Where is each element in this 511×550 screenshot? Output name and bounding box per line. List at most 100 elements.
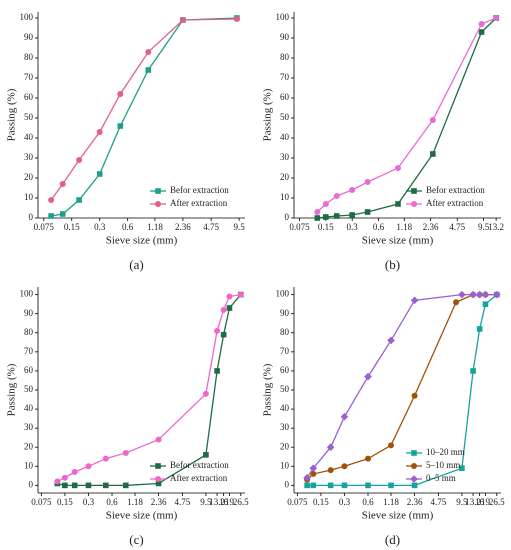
- marker: [411, 392, 418, 399]
- y-tick-label: 60: [280, 365, 290, 375]
- x-tick-label: 0.075: [289, 222, 310, 232]
- marker: [303, 473, 311, 482]
- series-line: [57, 294, 242, 487]
- y-tick-label: 50: [24, 384, 34, 394]
- y-tick-label: 30: [280, 152, 290, 162]
- y-tick-label: 80: [24, 327, 34, 337]
- marker: [349, 212, 355, 218]
- y-tick-label: 40: [24, 132, 34, 142]
- legend-label: 0–5 mm: [426, 473, 456, 483]
- marker: [122, 449, 129, 456]
- y-axis-label: Passing (%): [262, 363, 274, 416]
- x-axis-label: Sieve size (mm): [106, 235, 178, 247]
- y-tick-label: 70: [24, 346, 34, 356]
- y-tick-label: 90: [24, 308, 34, 318]
- y-tick-label: 0: [29, 479, 34, 489]
- x-tick-label: 19: [481, 497, 491, 507]
- x-tick-label: 4.75: [430, 497, 446, 507]
- y-tick-label: 30: [24, 422, 34, 432]
- y-tick-label: 60: [280, 92, 290, 102]
- series-line: [316, 17, 497, 213]
- marker: [145, 67, 152, 73]
- legend-marker: [155, 188, 161, 194]
- y-tick-label: 100: [20, 12, 34, 22]
- y-tick-label: 20: [24, 441, 34, 451]
- x-tick-label: 4.75: [449, 222, 465, 232]
- y-tick-label: 10: [280, 192, 290, 202]
- y-axis-label: Passing (%): [6, 363, 18, 416]
- y-tick-label: 40: [280, 403, 290, 413]
- x-tick-label: 1.18: [127, 497, 143, 507]
- legend-label: After extraction: [170, 198, 228, 208]
- y-tick-label: 20: [280, 441, 290, 451]
- marker: [310, 470, 317, 477]
- marker: [237, 291, 244, 298]
- marker: [96, 129, 103, 135]
- x-tick-label: 9.5: [233, 222, 245, 232]
- marker: [478, 29, 485, 35]
- series-line: [307, 294, 498, 487]
- marker: [220, 306, 227, 313]
- y-tick-label: 0: [285, 212, 290, 222]
- legend-marker: [411, 188, 417, 194]
- y-tick-label: 80: [280, 327, 290, 337]
- y-tick-label: 80: [280, 52, 290, 62]
- marker: [481, 290, 490, 299]
- marker: [102, 455, 109, 462]
- marker: [478, 21, 485, 27]
- marker: [76, 157, 83, 163]
- marker: [76, 197, 82, 203]
- marker: [322, 201, 329, 207]
- y-tick-label: 0: [285, 479, 290, 489]
- x-axis-label: Sieve size (mm): [362, 235, 434, 247]
- x-tick-label: 2.36: [175, 222, 191, 232]
- marker: [117, 91, 124, 97]
- marker: [103, 482, 109, 489]
- y-tick-label: 10: [24, 192, 34, 202]
- marker: [388, 482, 394, 489]
- x-tick-label: 1.18: [147, 222, 163, 232]
- x-tick-label: 0.6: [373, 222, 385, 232]
- marker: [203, 452, 209, 458]
- chart-panel: 0 10 20 30 40 50 60 70 80 90 100 0.075 0.15 0.3 0.6 1.1…: [6, 287, 249, 547]
- marker: [429, 117, 436, 123]
- marker: [59, 181, 66, 187]
- y-tick-label: 10: [280, 460, 290, 470]
- y-tick-label: 50: [24, 112, 34, 122]
- marker: [476, 326, 483, 332]
- marker: [459, 465, 465, 472]
- panel-label: (d): [385, 532, 400, 547]
- y-tick-label: 50: [280, 384, 290, 394]
- chart-panel: 0 10 20 30 40 50 60 70 80 90 100 0.075 0.15 0.3 0.6 1.1…: [262, 287, 505, 547]
- y-tick-label: 90: [280, 32, 290, 42]
- y-tick-label: 50: [280, 112, 290, 122]
- legend-label: Befor extraction: [426, 185, 485, 195]
- marker: [71, 469, 78, 476]
- marker: [469, 290, 477, 299]
- legend-label: Befor extraction: [170, 185, 229, 195]
- marker: [314, 209, 321, 215]
- marker: [365, 482, 371, 489]
- y-axis-label: Passing (%): [6, 88, 18, 141]
- x-tick-label: 9.5: [478, 222, 490, 232]
- x-tick-label: 4.75: [203, 222, 219, 232]
- marker: [349, 187, 356, 193]
- marker: [482, 301, 489, 307]
- y-tick-label: 40: [24, 403, 34, 413]
- x-axis-label: Sieve size (mm): [362, 510, 434, 522]
- legend-marker: [155, 476, 161, 482]
- x-tick-label: 1.18: [396, 222, 412, 232]
- series-line: [306, 293, 497, 479]
- marker: [304, 482, 310, 489]
- marker: [326, 443, 335, 452]
- x-tick-label: 0.15: [57, 497, 73, 507]
- x-tick-label: 4.75: [174, 497, 190, 507]
- marker: [411, 482, 418, 489]
- x-tick-label: 13.2: [209, 497, 225, 507]
- y-tick-label: 70: [24, 72, 34, 82]
- marker: [475, 290, 484, 299]
- marker: [492, 290, 501, 299]
- marker: [85, 463, 92, 470]
